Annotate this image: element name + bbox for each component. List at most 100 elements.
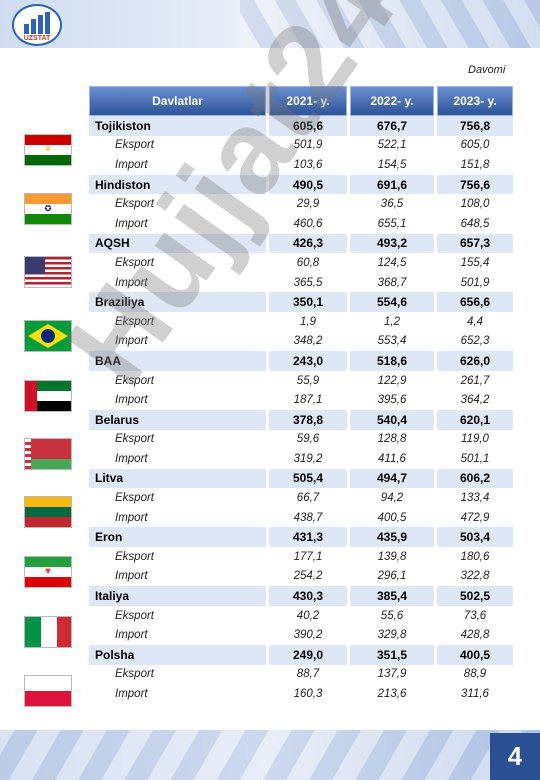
value-cell: 365,5 [293, 276, 323, 289]
value-cell: 249,0 [269, 645, 347, 665]
import-row: Import 438,7 400,5 472,9 [89, 508, 513, 528]
value-cell: 390,2 [293, 629, 323, 642]
value-cell: 177,1 [293, 550, 323, 563]
value-cell: 652,3 [460, 335, 490, 348]
value-cell: 691,6 [350, 174, 434, 195]
eksport-row: Eksport 55,9 122,9 261,7 [89, 371, 513, 391]
value-cell: 503,4 [437, 527, 513, 548]
value-cell: 243,0 [269, 351, 347, 371]
value-cell: 119,0 [461, 433, 489, 446]
eksport-row: Eksport 29,9 36,5 108,0 [89, 194, 513, 214]
value-cell: 348,2 [293, 335, 323, 348]
value-cell: 351,5 [350, 645, 434, 665]
value-cell: 322,8 [460, 570, 490, 583]
value-cell: 36,5 [380, 198, 404, 211]
value-cell: 395,6 [377, 394, 407, 407]
eksport-row: Eksport 60,8 124,5 155,4 [89, 253, 513, 273]
flow-label: Import [115, 158, 148, 171]
flow-label: Eksport [115, 139, 154, 152]
country-name: BAA [89, 351, 266, 371]
import-row: Import 390,2 329,8 428,8 [89, 625, 513, 645]
value-cell: 756,6 [437, 174, 513, 195]
uzstat-logo: UZSTAT [12, 4, 62, 46]
country-row: Italiya 430,3 385,4 502,5 [89, 586, 513, 606]
value-cell: 411,6 [378, 452, 406, 465]
value-cell: 254,2 [293, 570, 323, 583]
india-flag: ✪ [24, 193, 72, 225]
usa-flag [24, 256, 72, 288]
column-header: 2021- y. [269, 86, 347, 116]
eksport-row: Eksport 59,6 128,8 119,0 [89, 430, 513, 450]
value-cell: 648,5 [460, 217, 490, 230]
value-cell: 40,2 [296, 609, 320, 622]
footer-band [0, 730, 540, 780]
flow-label: Import [115, 629, 148, 642]
lithuania-flag [24, 496, 72, 528]
value-cell: 400,5 [437, 645, 513, 665]
value-cell: 435,9 [350, 527, 434, 548]
value-cell: 60,8 [296, 256, 320, 269]
import-row: Import 365,5 368,7 501,9 [89, 273, 513, 293]
value-cell: 103,6 [293, 158, 323, 171]
column-header: Davlatlar [89, 86, 266, 116]
value-cell: 505,4 [269, 468, 347, 489]
country-name: Italiya [89, 586, 266, 606]
value-cell: 501,1 [460, 452, 490, 465]
value-cell: 55,9 [296, 374, 320, 387]
header-band [0, 0, 540, 48]
value-cell: 430,3 [269, 586, 347, 606]
value-cell: 518,6 [350, 351, 434, 371]
country-name: AQSH [89, 233, 266, 254]
eksport-row: Eksport 177,1 139,8 180,6 [89, 547, 513, 567]
flow-label: Import [115, 511, 148, 524]
value-cell: 55,6 [380, 609, 404, 622]
value-cell: 122,9 [377, 374, 407, 387]
value-cell: 137,9 [377, 668, 407, 681]
trade-table: Davlatlar 2021- y. 2022- y. 2023- y. Toj… [86, 86, 516, 704]
flow-label: Import [115, 394, 148, 407]
value-cell: 1,9 [300, 315, 316, 328]
value-cell: 368,7 [377, 276, 407, 289]
flow-label: Import [115, 335, 148, 348]
value-cell: 472,9 [460, 511, 490, 524]
value-cell: 676,7 [350, 116, 434, 136]
value-cell: 364,2 [460, 394, 490, 407]
value-cell: 540,4 [350, 409, 434, 430]
value-cell: 620,1 [437, 409, 513, 430]
value-cell: 311,6 [461, 688, 489, 701]
page-number: 4 [490, 733, 540, 780]
country-name: Litva [89, 468, 266, 489]
country-row: Hindiston 490,5 691,6 756,6 [89, 174, 513, 195]
value-cell: 66,7 [296, 492, 320, 505]
eksport-row: Eksport 40,2 55,6 73,6 [89, 606, 513, 626]
tajikistan-flag: ♛ [24, 134, 72, 166]
value-cell: 460,6 [293, 217, 323, 230]
value-cell: 522,1 [377, 139, 407, 152]
value-cell: 554,6 [350, 292, 434, 312]
value-cell: 155,4 [460, 256, 490, 269]
eksport-row: Eksport 1,9 1,2 4,4 [89, 312, 513, 332]
country-row: Braziliya 350,1 554,6 656,6 [89, 292, 513, 312]
import-row: Import 460,6 655,1 648,5 [89, 214, 513, 234]
value-cell: 501,9 [460, 276, 490, 289]
value-cell: 133,4 [460, 492, 490, 505]
flow-label: Eksport [115, 198, 154, 211]
flow-label: Import [115, 688, 148, 701]
flow-label: Eksport [115, 256, 154, 269]
country-row: Eron 431,3 435,9 503,4 [89, 527, 513, 548]
eksport-row: Eksport 88,7 137,9 88,9 [89, 665, 513, 685]
country-row: Litva 505,4 494,7 606,2 [89, 468, 513, 489]
value-cell: 88,7 [296, 668, 320, 681]
import-row: Import 348,2 553,4 652,3 [89, 332, 513, 352]
value-cell: 108,0 [460, 198, 490, 211]
value-cell: 319,2 [293, 452, 323, 465]
value-cell: 154,5 [377, 158, 407, 171]
value-cell: 59,6 [296, 433, 320, 446]
value-cell: 606,2 [437, 468, 513, 489]
value-cell: 329,8 [377, 629, 407, 642]
value-cell: 73,6 [463, 609, 487, 622]
value-cell: 128,8 [377, 433, 407, 446]
poland-flag [24, 675, 72, 707]
value-cell: 350,1 [269, 292, 347, 312]
flow-label: Eksport [115, 374, 154, 387]
